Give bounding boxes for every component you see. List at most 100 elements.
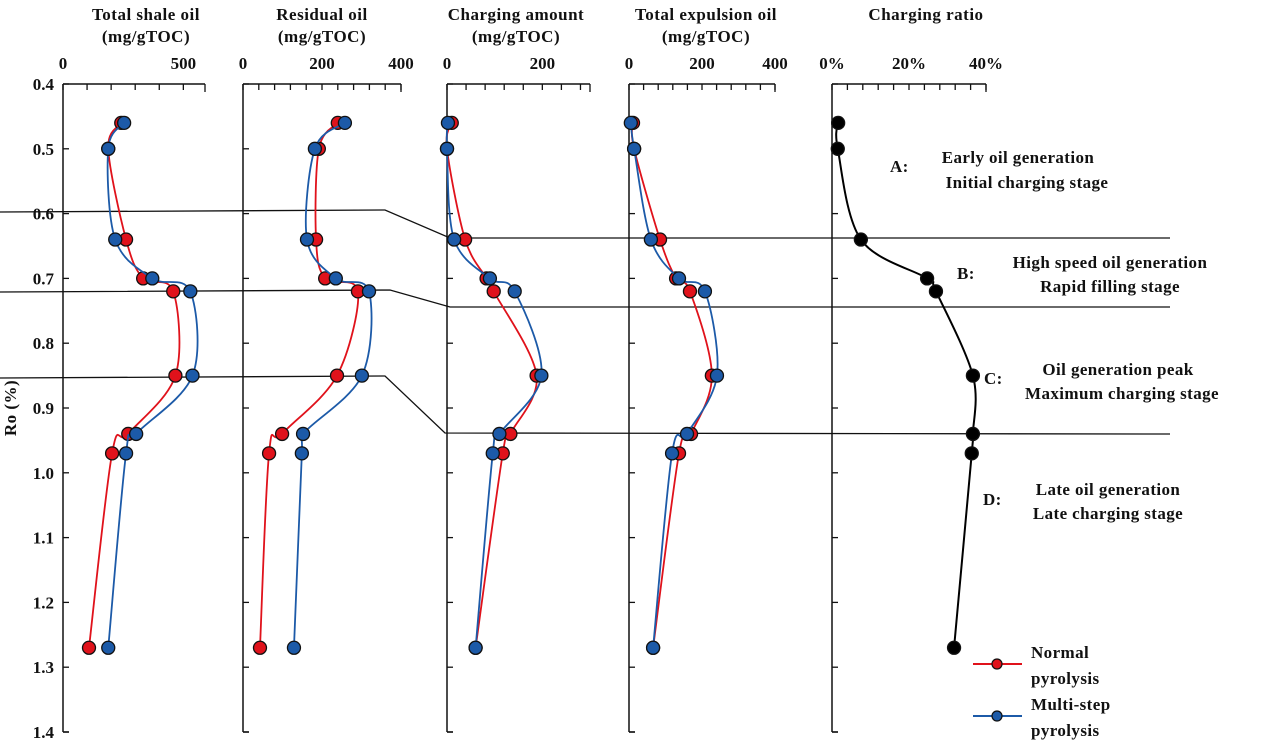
- stage-a: A: Early oil generation Initial charging s…: [890, 148, 1108, 192]
- panel-title: Residual oil: [276, 5, 368, 24]
- series-line: [293, 122, 373, 648]
- data-point: [679, 426, 695, 442]
- data-point: [965, 426, 981, 442]
- legend-label: Normal: [1031, 643, 1089, 662]
- data-point: [104, 446, 120, 461]
- y-tick-label: 0.4: [33, 75, 55, 94]
- data-point: [307, 141, 323, 156]
- data-point: [168, 368, 183, 383]
- panel-unit: (mg/gTOC): [102, 27, 190, 46]
- series-normal-pyrolysis: [625, 115, 720, 655]
- y-tick-label: 1.2: [33, 593, 54, 612]
- data-point: [482, 271, 498, 286]
- series-line: [259, 122, 360, 648]
- panel-3: Charging amount (mg/gTOC) 0 200: [439, 5, 591, 733]
- stage-letter: D:: [983, 490, 1002, 509]
- x-tick-label: 400: [388, 54, 414, 73]
- data-point: [439, 141, 455, 156]
- y-tick-label: 1.0: [33, 464, 54, 483]
- data-point: [830, 141, 845, 156]
- series-line: [630, 122, 713, 648]
- stage-b: B: High speed oil generation Rapid filling…: [957, 253, 1207, 296]
- data-point: [166, 284, 181, 299]
- stage-subtitle: Late charging stage: [1033, 504, 1183, 523]
- series-line: [445, 122, 543, 648]
- x-tick-label: 20%: [892, 54, 926, 73]
- stage-title: Oil generation peak: [1042, 360, 1193, 379]
- series-line: [835, 122, 977, 648]
- x-tick-label: 0: [239, 54, 248, 73]
- series-line: [445, 122, 538, 648]
- data-point: [108, 232, 123, 247]
- panel-title: Charging ratio: [868, 5, 983, 24]
- panel-unit: (mg/gTOC): [662, 27, 750, 46]
- data-point: [129, 426, 144, 442]
- data-point: [645, 640, 661, 655]
- y-tick-label: 0.7: [33, 269, 55, 288]
- y-tick-label: 0.8: [33, 334, 54, 353]
- series-line: [629, 122, 719, 648]
- series-normal-pyrolysis: [439, 115, 544, 655]
- data-point: [361, 284, 377, 299]
- data-point: [643, 232, 659, 247]
- x-tick-label: 40%: [969, 54, 1003, 73]
- x-tick-label: 200: [530, 54, 556, 73]
- series-multi-step-pyrolysis: [623, 115, 725, 655]
- legend-label-2: pyrolysis: [1031, 669, 1099, 688]
- legend-label-2: pyrolysis: [1031, 721, 1099, 740]
- legend-marker: [991, 658, 1003, 670]
- panel-title: Total expulsion oil: [635, 5, 777, 24]
- data-point: [261, 446, 277, 461]
- data-point: [623, 115, 638, 131]
- y-tick-label: 0.5: [33, 140, 54, 159]
- data-point: [468, 640, 483, 655]
- data-point: [507, 284, 522, 299]
- stage-c: C: Oil generation peak Maximum charging st…: [984, 360, 1219, 403]
- data-point: [295, 426, 311, 442]
- series-normal-pyrolysis: [252, 115, 366, 655]
- x-tick-label: 200: [309, 54, 335, 73]
- x-tick-label: 500: [171, 54, 197, 73]
- data-point: [682, 284, 698, 299]
- data-point: [853, 232, 869, 247]
- data-point: [329, 368, 345, 383]
- data-point: [183, 284, 198, 299]
- panel-1: Total shale oil (mg/gTOC) 0 500: [59, 5, 206, 733]
- x-tick-label: 0: [625, 54, 634, 73]
- stage-letter: C:: [984, 369, 1003, 388]
- data-point: [697, 284, 713, 299]
- data-point: [965, 368, 981, 383]
- y-tick-label: 1.3: [33, 658, 54, 677]
- data-point: [486, 284, 501, 299]
- data-point: [485, 446, 500, 461]
- data-point: [101, 141, 116, 156]
- y-tick-label: 1.4: [33, 723, 55, 742]
- x-tick-label: 400: [762, 54, 788, 73]
- data-point: [274, 426, 290, 442]
- data-point: [919, 271, 935, 286]
- y-tick-label: 0.9: [33, 399, 54, 418]
- series-line: [88, 122, 181, 648]
- panel-2: Residual oil (mg/gTOC) 0 200 400: [239, 5, 414, 733]
- x-tick-label: 200: [689, 54, 715, 73]
- stage-boundary-1: [0, 209, 1170, 239]
- legend-item-1: Normal pyrolysis: [973, 643, 1099, 688]
- data-point: [709, 368, 725, 383]
- y-axis-label: Ro (%): [1, 380, 20, 436]
- stage-subtitle: Rapid filling stage: [1040, 277, 1180, 296]
- data-point: [294, 446, 310, 461]
- stage-subtitle: Initial charging stage: [946, 173, 1109, 192]
- x-tick-label: 0: [59, 54, 68, 73]
- legend-label: Multi-step: [1031, 695, 1111, 714]
- data-point: [492, 426, 507, 442]
- data-point: [446, 232, 462, 247]
- stage-letter: A:: [890, 157, 909, 176]
- data-point: [928, 284, 944, 299]
- stage-title: High speed oil generation: [1013, 253, 1208, 272]
- legend-marker: [991, 710, 1003, 722]
- legend: Normal pyrolysis Multi-step pyrolysis: [973, 643, 1111, 740]
- data-point: [286, 640, 302, 655]
- data-point: [101, 640, 116, 655]
- data-point: [664, 446, 680, 461]
